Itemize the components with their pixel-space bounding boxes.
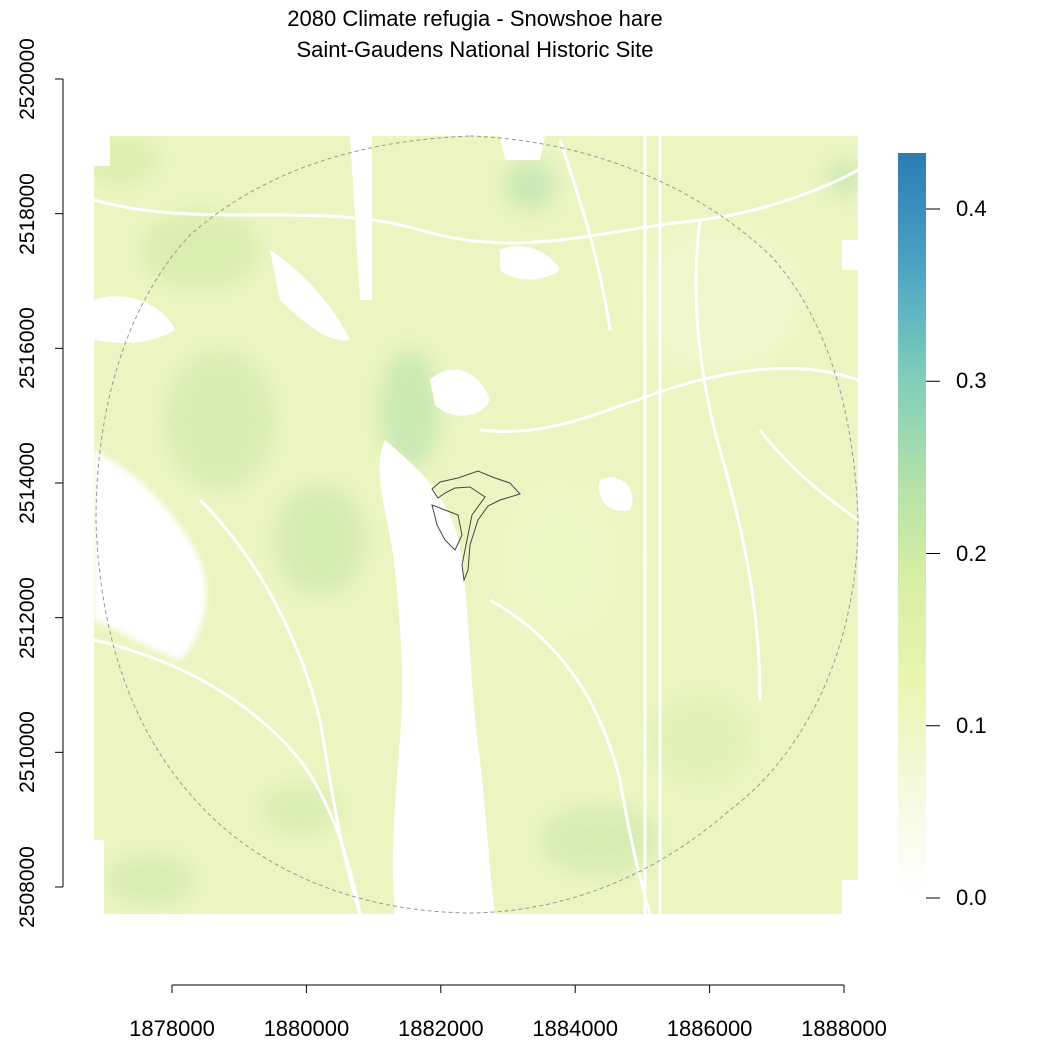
y-tick-label: 2520000 — [16, 38, 39, 120]
x-tick-label: 1884000 — [532, 1016, 619, 1041]
y-tick-label: 2512000 — [16, 576, 39, 659]
colorbar-tick-label: 0.2 — [956, 540, 987, 566]
y-tick-label: 2508000 — [16, 846, 39, 928]
y-tick-label: 2516000 — [16, 307, 39, 390]
y-axis — [55, 78, 64, 888]
chart-subtitle: Saint-Gaudens National Historic Site — [296, 37, 654, 62]
colorbar-tick-label: 0.3 — [956, 368, 987, 394]
x-tick-label: 1878000 — [129, 1016, 215, 1041]
buffer-boundary-circle — [95, 135, 859, 914]
x-tick-label: 1882000 — [397, 1016, 484, 1041]
x-tick-label: 1888000 — [801, 1016, 887, 1041]
colorbar-tick-label: 0.1 — [956, 712, 987, 738]
colorbar-ticks — [926, 208, 940, 899]
chart-title: 2080 Climate refugia - Snowshoe hare — [287, 6, 663, 31]
y-tick-label: 2510000 — [16, 711, 39, 794]
colorbar-tick-label: 0.4 — [956, 196, 987, 221]
x-tick-label: 1886000 — [666, 1016, 753, 1041]
x-tick-label: 1880000 — [263, 1016, 350, 1041]
y-tick-label: 2518000 — [16, 172, 39, 255]
climate-refugia-raster — [94, 136, 858, 914]
x-axis — [171, 984, 845, 993]
y-tick-label: 2514000 — [16, 442, 39, 524]
colorbar — [898, 153, 926, 898]
colorbar-tick-label: 0.0 — [956, 885, 987, 910]
